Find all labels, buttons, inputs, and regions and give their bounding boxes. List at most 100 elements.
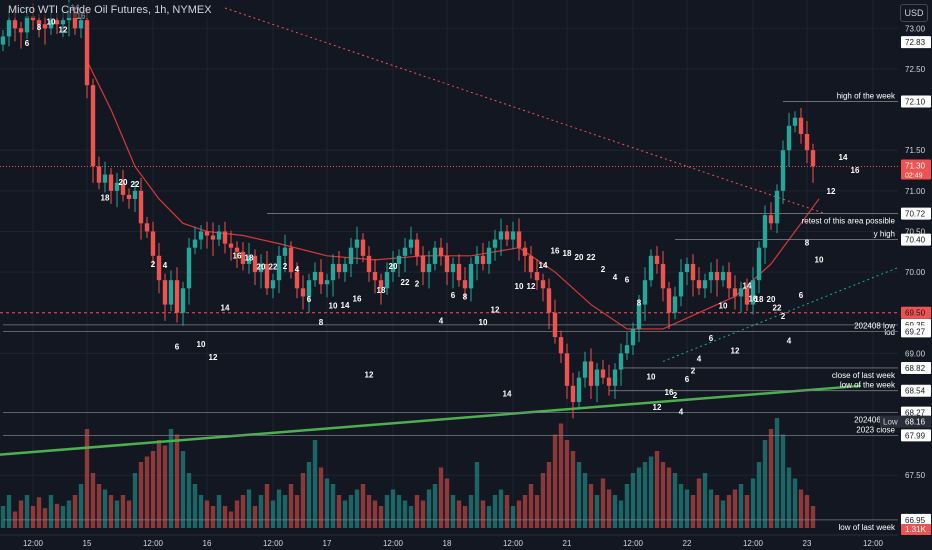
volume-bar bbox=[720, 500, 726, 528]
volume-bar bbox=[414, 495, 420, 528]
session-number: 14 bbox=[503, 389, 512, 398]
candle-body bbox=[498, 231, 504, 240]
volume-bar bbox=[420, 500, 426, 528]
candle-body bbox=[636, 304, 642, 329]
candle-body bbox=[600, 369, 606, 378]
time-tick: 12:00 bbox=[263, 539, 284, 548]
volume-bar bbox=[756, 462, 762, 528]
volume-bar bbox=[216, 495, 222, 528]
time-axis: 12:00 15 12:00 16 12:00 17 12:00 18 12:00 21 12:00… bbox=[0, 534, 898, 550]
volume-bar bbox=[174, 434, 180, 528]
level-label: low of last week bbox=[839, 523, 896, 532]
candle-body bbox=[804, 133, 810, 151]
volume-bar bbox=[540, 473, 546, 528]
candle-body bbox=[420, 255, 426, 273]
candle-body bbox=[564, 353, 570, 386]
volume-bar bbox=[108, 495, 114, 528]
candle-body bbox=[72, 12, 78, 29]
currency-button[interactable]: USD bbox=[900, 4, 928, 22]
session-number: 4 bbox=[439, 316, 444, 325]
session-number: 16 bbox=[551, 246, 560, 255]
candle-body bbox=[228, 243, 234, 248]
candle-body bbox=[270, 280, 276, 289]
candle-body bbox=[462, 280, 468, 289]
volume-bar bbox=[264, 484, 270, 528]
candle-body bbox=[438, 247, 444, 256]
volume-bar bbox=[402, 500, 408, 528]
candle-body bbox=[360, 239, 366, 256]
candle-body bbox=[468, 263, 474, 289]
volume-bar bbox=[462, 506, 468, 528]
volume-bar bbox=[624, 484, 630, 528]
candle-body bbox=[408, 239, 414, 248]
session-number: 22 bbox=[587, 253, 596, 262]
candle-body bbox=[798, 117, 804, 134]
volume-bar bbox=[744, 495, 750, 528]
session-number: 16 bbox=[851, 166, 860, 175]
volume-bar bbox=[270, 500, 276, 528]
level-tag-bg bbox=[901, 513, 931, 526]
volume-bar bbox=[486, 506, 492, 528]
candle-body bbox=[690, 263, 696, 281]
candle-body bbox=[780, 150, 786, 191]
session-number: 18 bbox=[563, 249, 572, 258]
volume-bar bbox=[618, 500, 624, 528]
red-dotted-trendline bbox=[224, 7, 826, 215]
session-number: 18 bbox=[245, 254, 254, 263]
candle-body bbox=[330, 263, 336, 281]
volume-bar bbox=[396, 495, 402, 528]
time-tick: 12:00 bbox=[143, 539, 164, 548]
volume-bar bbox=[594, 495, 600, 528]
volume-bar bbox=[324, 478, 330, 528]
volume-bar bbox=[510, 506, 516, 528]
candle-body bbox=[18, 28, 24, 33]
low-tag-label: Low bbox=[883, 418, 898, 427]
level-tag: 70.72 bbox=[905, 210, 926, 219]
candle-body bbox=[522, 247, 528, 256]
session-number: 12 bbox=[527, 282, 536, 291]
level-tag: 70.40 bbox=[905, 236, 926, 245]
time-tick: 12:00 bbox=[383, 539, 404, 548]
current-price-tag-bg bbox=[901, 159, 931, 180]
volume-bar bbox=[660, 462, 666, 528]
volume-bar bbox=[342, 500, 348, 528]
volume-bar bbox=[384, 495, 390, 528]
candle-body bbox=[150, 231, 156, 256]
trendlines bbox=[0, 7, 898, 456]
session-number: 12 bbox=[653, 403, 662, 412]
candle-body bbox=[678, 272, 684, 297]
volume-bar bbox=[60, 506, 66, 528]
volume-bar bbox=[774, 418, 780, 528]
session-number: 2 bbox=[415, 280, 420, 289]
candle-body bbox=[300, 288, 306, 297]
candle-body bbox=[294, 272, 300, 289]
candle-body bbox=[366, 255, 372, 273]
level-tag: 68.27 bbox=[905, 409, 926, 418]
candle-body bbox=[114, 182, 120, 191]
volume-bar bbox=[492, 495, 498, 528]
volume-bar bbox=[702, 473, 708, 528]
volume-bar bbox=[294, 495, 300, 528]
volume-bar bbox=[408, 506, 414, 528]
candle-body bbox=[402, 247, 408, 256]
time-tick: 23 bbox=[803, 539, 812, 548]
candle-body bbox=[180, 288, 186, 313]
volume-bar bbox=[156, 440, 162, 528]
candle-body bbox=[6, 20, 12, 37]
volume-bar bbox=[426, 489, 432, 528]
session-number: 8 bbox=[319, 318, 324, 327]
grid bbox=[0, 0, 898, 528]
candle-body bbox=[426, 263, 432, 273]
volume-bar bbox=[648, 456, 654, 528]
volume-bar bbox=[90, 473, 96, 528]
session-number: 12 bbox=[59, 25, 68, 34]
candle-body bbox=[258, 263, 264, 273]
volume-bar bbox=[0, 506, 6, 528]
candle-body bbox=[96, 166, 102, 183]
volume-bar bbox=[36, 497, 42, 528]
session-number: 4 bbox=[787, 337, 792, 346]
session-number: 6 bbox=[451, 291, 456, 300]
candle-body bbox=[726, 272, 732, 289]
level-tag: 69.27 bbox=[905, 327, 926, 336]
